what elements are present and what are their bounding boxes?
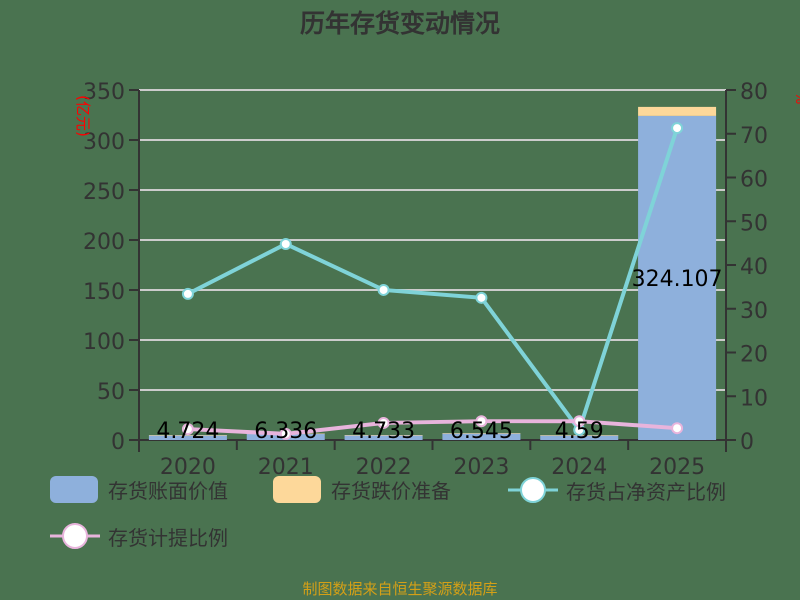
left-axis-tick-label: 350 <box>83 80 125 105</box>
x-axis-tick-label: 2023 <box>453 455 509 480</box>
right-axis-tick-label: 50 <box>740 211 768 236</box>
bar-value-label: 6.545 <box>450 419 513 444</box>
data-point-2023[interactable] <box>475 291 488 304</box>
legend-label: 存货账面价值 <box>108 479 228 503</box>
left-axis-tick-label: 250 <box>83 180 125 205</box>
data-point-2025[interactable] <box>671 422 684 435</box>
chart-title: 历年存货变动情况 <box>299 9 500 38</box>
right-axis-tick-label: 70 <box>740 124 768 149</box>
legend-bar-swatch-icon <box>50 476 98 503</box>
bar-2025[interactable] <box>638 106 717 116</box>
legend-item[interactable]: 存货账面价值 <box>50 475 228 504</box>
right-axis-tick-label: 10 <box>740 386 768 411</box>
legend-line-marker-icon <box>508 477 558 503</box>
data-point-2023[interactable] <box>475 415 488 428</box>
x-axis-tick-label: 2022 <box>356 455 412 480</box>
left-axis-unit-label: (亿元) <box>74 95 92 137</box>
x-axis-tick-label: 2024 <box>551 455 607 480</box>
data-point-2022[interactable] <box>377 283 390 296</box>
bar-value-label: 4.724 <box>156 419 219 444</box>
right-axis-tick-label: 40 <box>740 255 768 280</box>
bar-value-label: 324.107 <box>632 267 723 292</box>
x-axis-tick-label: 2021 <box>258 455 314 480</box>
bar-2020[interactable] <box>148 435 227 440</box>
left-axis-tick-label: 300 <box>83 130 125 155</box>
legend-label: 存货跌价准备 <box>331 479 451 503</box>
data-source-footer: 制图数据来自恒生聚源数据库 <box>302 580 498 598</box>
data-point-2024[interactable] <box>573 415 586 428</box>
left-axis-tick-label: 200 <box>83 230 125 255</box>
left-axis-tick-label: 0 <box>111 430 125 455</box>
right-axis-tick-label: 60 <box>740 168 768 193</box>
left-axis-tick-label: 150 <box>83 280 125 305</box>
series-line <box>187 127 679 435</box>
bar-value-label: 4.733 <box>352 419 415 444</box>
bar-2024[interactable] <box>540 435 619 440</box>
bar-2020[interactable] <box>148 435 227 436</box>
legend-item[interactable]: 存货跌价准备 <box>273 475 451 504</box>
legend-line-marker-icon <box>50 523 100 549</box>
bar-2022[interactable] <box>344 435 423 440</box>
left-axis-tick-label: 100 <box>83 330 125 355</box>
left-axis-tick-label: 50 <box>97 380 125 405</box>
legend-item[interactable]: 存货占净资产比例 <box>508 475 726 505</box>
right-axis-tick-label: 20 <box>740 343 768 368</box>
series-line <box>187 419 678 436</box>
x-axis-tick-label: 2020 <box>160 455 216 480</box>
bar-2025[interactable] <box>638 115 717 440</box>
data-point-2022[interactable] <box>377 416 390 429</box>
right-axis-tick-label: 30 <box>740 299 768 324</box>
bar-2023[interactable] <box>442 433 521 434</box>
legend-item[interactable]: 存货计提比例 <box>50 521 228 551</box>
right-axis-tick-label: 0 <box>740 430 754 455</box>
legend-label: 存货计提比例 <box>108 525 228 550</box>
data-point-2020[interactable] <box>181 423 194 436</box>
legend-label: 存货占净资产比例 <box>566 479 726 504</box>
bar-series-group <box>148 106 717 440</box>
data-point-2020[interactable] <box>181 287 194 300</box>
bar-2022[interactable] <box>344 435 423 436</box>
bar-value-label: 4.59 <box>555 419 604 444</box>
line-series-group <box>181 415 684 440</box>
bar-2023[interactable] <box>442 433 521 440</box>
data-point-2025[interactable] <box>671 122 684 135</box>
right-axis-tick-label: 80 <box>740 80 768 105</box>
x-axis-tick-label: 2025 <box>649 455 705 480</box>
data-point-2021[interactable] <box>279 427 292 440</box>
data-point-2021[interactable] <box>279 238 292 250</box>
right-axis-unit-label: % <box>792 92 800 104</box>
legend-bar-swatch-icon <box>273 476 321 503</box>
bar-value-label: 6.336 <box>254 419 317 444</box>
line-series-group <box>181 122 684 436</box>
